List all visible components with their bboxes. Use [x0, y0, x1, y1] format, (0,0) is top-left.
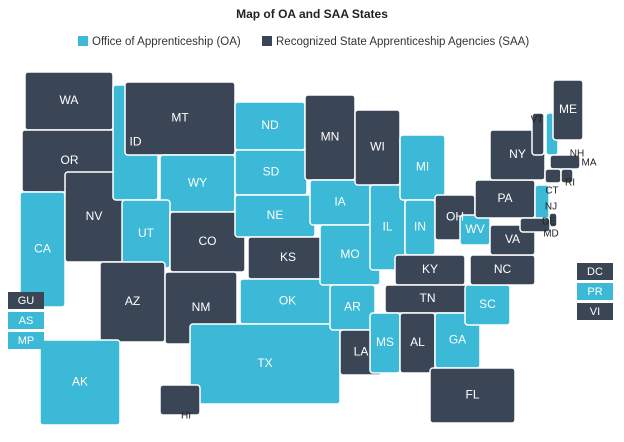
state-label: CA: [34, 242, 51, 256]
state-label: NY: [509, 147, 526, 161]
legend-label: Recognized State Apprenticeship Agencies…: [276, 36, 529, 48]
state-label: NJ: [545, 202, 557, 213]
state-label: WI: [370, 140, 385, 154]
state-label: MT: [171, 111, 189, 125]
state-label: TX: [257, 356, 272, 370]
territory-box: [577, 283, 613, 300]
state-label: FL: [465, 388, 479, 402]
territory-label: GU: [18, 295, 35, 307]
state-label: TN: [420, 291, 436, 305]
state-label: CT: [545, 186, 558, 197]
state-label: IL: [382, 220, 392, 234]
state-label: AK: [72, 375, 88, 389]
territory-label: DC: [587, 266, 603, 278]
state-label: NC: [494, 262, 512, 276]
state-label: NM: [192, 300, 211, 314]
state-label: WY: [188, 176, 207, 190]
state-label: KY: [422, 262, 438, 276]
territory-label: AS: [19, 315, 34, 327]
state-label: GA: [449, 333, 466, 347]
state-label: AZ: [125, 294, 140, 308]
map-title: Map of OA and SAA States: [236, 7, 388, 21]
state-label: CO: [199, 234, 217, 248]
state-label: ND: [261, 118, 279, 132]
state-shape: [39, 339, 121, 426]
state-shape: [560, 168, 574, 184]
territory-label: PR: [587, 286, 602, 298]
state-label: AR: [344, 300, 361, 314]
state-label: VT: [531, 115, 544, 126]
state-label: VA: [505, 232, 520, 246]
state-label: DE: [542, 217, 556, 228]
state-label: IA: [334, 195, 345, 209]
state-label: MD: [543, 229, 559, 240]
state-label: PA: [497, 191, 512, 205]
state-label: RI: [565, 178, 575, 189]
state-label: NH: [570, 149, 584, 160]
state-label: LA: [354, 345, 369, 359]
state-label: OH: [446, 210, 464, 224]
legend-swatch: [262, 36, 272, 46]
territory-label: MP: [18, 335, 35, 347]
territory-box: [8, 312, 44, 329]
state-label: WV: [465, 222, 484, 236]
state-label: KS: [280, 250, 296, 264]
state-shape: [159, 384, 201, 416]
state-shape: [544, 168, 562, 184]
legend-swatch: [78, 36, 88, 46]
territory-box: [577, 263, 613, 280]
state-label: SC: [479, 297, 496, 311]
state-label: NE: [267, 208, 284, 222]
state-label: MN: [321, 130, 340, 144]
state-label: MO: [340, 247, 359, 261]
state-shape: [531, 112, 545, 156]
state-label: NV: [86, 209, 103, 223]
state-shape: [429, 367, 516, 424]
state-label: WA: [60, 93, 79, 107]
state-label: IN: [414, 220, 426, 234]
state-label: MS: [376, 335, 394, 349]
territory-box: [8, 292, 44, 309]
state-label: AL: [410, 335, 425, 349]
state-label: MI: [416, 160, 429, 174]
territories: GU AS MP DC PR VI: [8, 263, 613, 349]
state-shape: [519, 217, 551, 233]
legend-label: Office of Apprenticeship (OA): [92, 36, 241, 48]
state-label: ID: [130, 135, 142, 149]
state-label: MA: [582, 158, 597, 169]
territory-box: [577, 303, 613, 320]
state-label: OK: [279, 294, 296, 308]
state-label: HI: [181, 411, 191, 422]
state-label: ME: [559, 102, 577, 116]
state-shape: [552, 79, 584, 141]
state-label: OR: [61, 153, 79, 167]
state-label: SD: [263, 165, 280, 179]
territory-label: VI: [590, 306, 600, 318]
states: WA OR CA NV ID MT WY UT AZ CO NM ND SD NE KS OK TX MN IA MO…: [19, 71, 597, 426]
state-label: UT: [138, 226, 155, 240]
territory-box: [8, 332, 44, 349]
legend: Office of Apprenticeship (OA) Recognized …: [78, 36, 529, 48]
